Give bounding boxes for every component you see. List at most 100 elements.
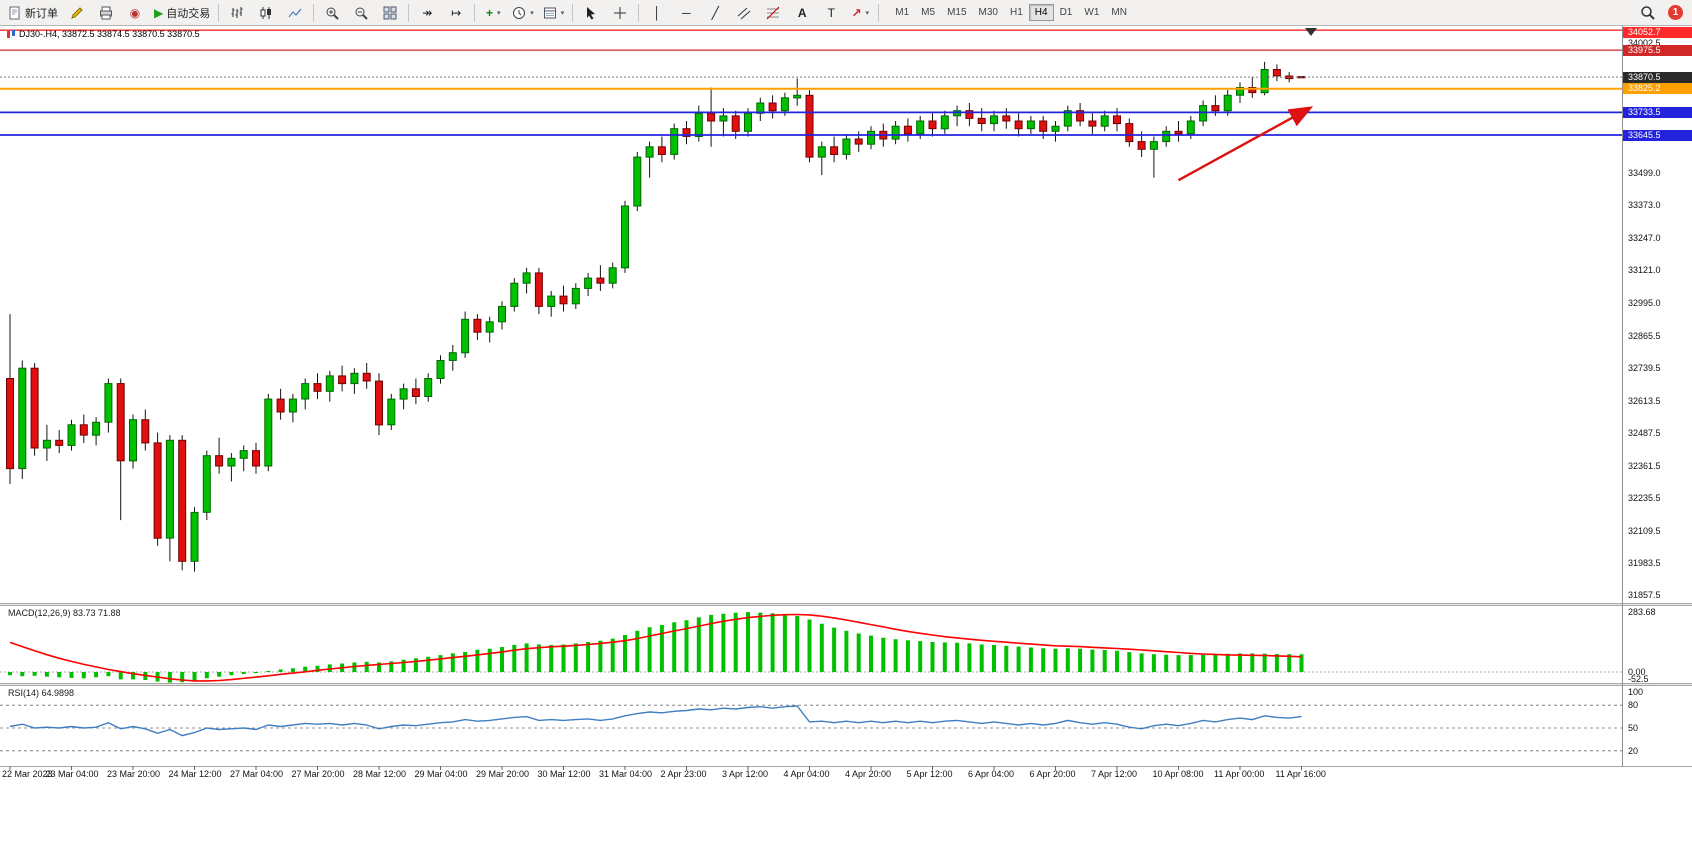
toolbar: 新订单 ◉ ▶ 自动交易 ↠ ↦ + ▾ ▾ ▾ │ ─ ╱ A T ↗ [0, 0, 1692, 26]
price-tick: 32865.5 [1628, 330, 1661, 341]
time-label: 22 Mar 2023 [2, 769, 53, 779]
time-label: 4 Apr 20:00 [845, 769, 892, 779]
timeframe-bar: M1 M5 M15 M30 H1 H4 D1 W1 MN [889, 4, 1133, 21]
timeframe-M1[interactable]: M1 [895, 7, 910, 18]
price-tick: 33499.0 [1628, 167, 1661, 178]
macd-axis-label: -52.5 [1628, 674, 1649, 684]
channel-tool-button[interactable] [730, 2, 758, 24]
time-label: 5 Apr 12:00 [906, 769, 953, 779]
time-label: 27 Mar 04:00 [230, 769, 284, 779]
chart-canvas[interactable] [0, 26, 1622, 603]
autotrading-button[interactable]: ▶ 自动交易 [150, 2, 214, 24]
price-badge: 33645.5 [1623, 129, 1692, 141]
time-label: 29 Mar 20:00 [476, 769, 530, 779]
time-label: 24 Mar 12:00 [168, 769, 222, 779]
price-tick: 33373.0 [1628, 200, 1661, 211]
arrows-tool-button[interactable]: ↗ ▾ [846, 2, 874, 24]
search-button[interactable] [1633, 2, 1661, 24]
toolbar-separator [638, 3, 640, 22]
time-label: 29 Mar 04:00 [414, 769, 468, 779]
new-order-label: 新订单 [25, 7, 58, 20]
zoom-out-button[interactable] [347, 2, 375, 24]
zoom-in-button[interactable] [318, 2, 346, 24]
time-label: 31 Mar 04:00 [599, 769, 653, 779]
time-label: 30 Mar 12:00 [537, 769, 591, 779]
chart-shift-button[interactable]: ↦ [442, 2, 470, 24]
macd-axis-label: 283.68 [1628, 607, 1656, 617]
text-tool-button[interactable]: A [788, 2, 816, 24]
trendline-tool-button[interactable]: ╱ [701, 2, 729, 24]
chevron-down-icon: ▾ [496, 9, 501, 17]
horizontal-line-tool-button[interactable]: ─ [672, 2, 700, 24]
autotrading-icon: ▶ [154, 5, 164, 20]
search-icon [1640, 6, 1655, 20]
price-tick: 33121.0 [1628, 265, 1661, 276]
timeframe-H1[interactable]: H1 [1009, 7, 1023, 18]
macd-axis-label: 0.00 [1628, 667, 1646, 677]
print-button[interactable] [92, 2, 120, 24]
auto-scroll-icon: ↠ [422, 5, 433, 20]
zoom-out-icon [355, 7, 368, 20]
fibonacci-tool-button[interactable] [759, 2, 787, 24]
community-icon: ◉ [129, 5, 141, 20]
tile-windows-icon [383, 6, 397, 19]
toolbar-separator [408, 3, 410, 22]
toolbar-separator [572, 3, 574, 22]
line-chart-button[interactable] [281, 2, 309, 24]
price-tick: 32109.5 [1628, 525, 1661, 536]
timeframe-M30[interactable]: M30 [978, 7, 998, 18]
bar-chart-button[interactable] [223, 2, 251, 24]
price-badge: 34052.7 [1623, 27, 1692, 38]
auto-scroll-button[interactable]: ↠ [413, 2, 441, 24]
templates-button[interactable]: ▾ [539, 2, 569, 24]
crosshair-icon [614, 6, 627, 19]
candlestick-button[interactable] [252, 2, 280, 24]
pencil-icon [71, 6, 83, 19]
metaeditor-button[interactable] [63, 2, 91, 24]
chevron-down-icon: ▾ [865, 9, 870, 17]
timeframe-W1[interactable]: W1 [1084, 7, 1100, 18]
horizontal-line-icon: ─ [682, 5, 691, 20]
vertical-line-tool-button[interactable]: │ [643, 2, 671, 24]
crosshair-button[interactable] [606, 2, 634, 24]
time-label: 7 Apr 12:00 [1091, 769, 1138, 779]
timeframe-M5[interactable]: M5 [921, 7, 936, 18]
label-tool-button[interactable]: T [817, 2, 845, 24]
new-order-icon [9, 6, 20, 19]
timeframe-MN[interactable]: MN [1111, 7, 1127, 18]
price-tick: 32995.0 [1628, 297, 1661, 308]
periods-button[interactable]: ▾ [508, 2, 538, 24]
price-tick: 32613.5 [1628, 395, 1661, 406]
time-label: 2 Apr 23:00 [660, 769, 707, 779]
price-tick: 32235.5 [1628, 493, 1661, 504]
timeframe-H4[interactable]: H4 [1028, 4, 1054, 21]
community-button[interactable]: ◉ [121, 2, 149, 24]
price-badge: 33975.5 [1623, 44, 1692, 56]
new-order-button[interactable]: 新订单 [4, 2, 62, 24]
cursor-button[interactable] [577, 2, 605, 24]
time-label: 27 Mar 20:00 [291, 769, 345, 779]
zoom-in-icon [326, 7, 339, 20]
price-tick: 32739.5 [1628, 363, 1661, 374]
printer-icon [100, 6, 112, 19]
time-label: 11 Apr 16:00 [1275, 769, 1326, 779]
price-tick: 31983.5 [1628, 557, 1661, 568]
rsi-panel[interactable] [0, 686, 1622, 766]
tile-windows-button[interactable] [376, 2, 404, 24]
timeframe-M15[interactable]: M15 [947, 7, 967, 18]
macd-panel[interactable] [0, 606, 1622, 683]
price-badge: 33870.5 [1623, 71, 1692, 83]
price-tick: 32361.5 [1628, 460, 1661, 471]
chart-title: DJ30-.H4, 33872.5 33874.5 33870.5 33870.… [6, 29, 200, 39]
toolbar-separator [313, 3, 315, 22]
toolbar-separator [218, 3, 220, 22]
notifications-badge[interactable]: 1 [1668, 5, 1683, 20]
rsi-axis-label: 50 [1628, 723, 1639, 733]
add-indicator-button[interactable]: + ▾ [479, 2, 507, 24]
timeframe-D1[interactable]: D1 [1059, 7, 1073, 18]
time-label: 10 Apr 08:00 [1152, 769, 1204, 779]
line-chart-icon [288, 8, 302, 17]
templates-icon [543, 7, 556, 18]
time-label: 6 Apr 04:00 [968, 769, 1015, 779]
